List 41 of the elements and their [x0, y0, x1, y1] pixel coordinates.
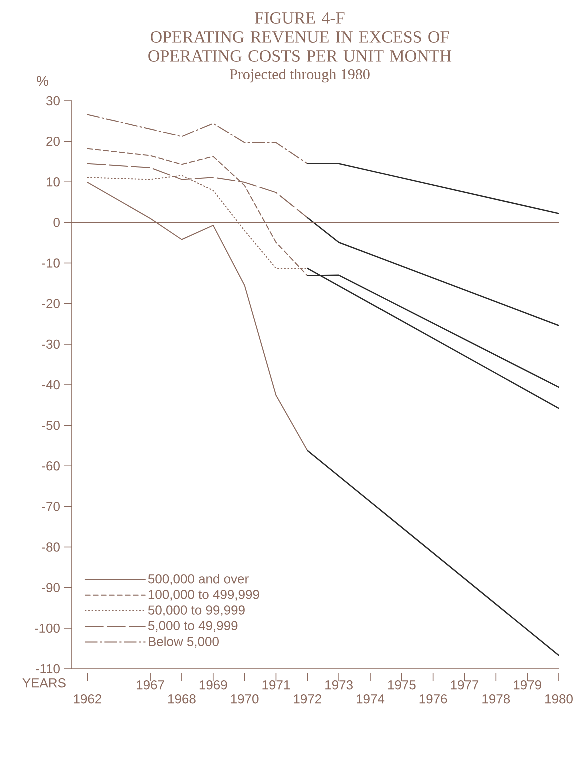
y-tick-label: -90 — [42, 583, 60, 592]
line-series — [87, 114, 308, 164]
x-tick-label: 1972 — [294, 694, 322, 704]
x-axis-title: YEARS — [22, 678, 66, 688]
y-tick-label: -40 — [42, 380, 60, 390]
y-tick-label: -30 — [42, 340, 60, 350]
legend-label: 50,000 to 99,999 — [148, 606, 245, 616]
y-tick-label: -70 — [42, 502, 60, 512]
chart-title: FIGURE 4-F — [255, 12, 345, 24]
y-tick-label: 10 — [46, 178, 60, 187]
x-tick-label: 1974 — [357, 694, 385, 704]
text: Projected through 1980 — [230, 69, 370, 83]
y-tick-label: -110 — [36, 664, 60, 674]
x-tick-label: 1977 — [451, 680, 479, 690]
y-axis-title: % — [37, 76, 49, 86]
y-tick-label: -60 — [42, 462, 60, 471]
legend-label: 100,000 to 499,999 — [148, 590, 260, 601]
x-tick-label: 1978 — [482, 694, 510, 704]
y-tick-label: 0 — [54, 218, 60, 228]
x-tick-label: 1979 — [514, 680, 542, 690]
chart-subtitle: OPERATING REVENUE IN EXCESS OF OPERATING COSTS PER UNIT MONTH — [148, 32, 452, 62]
x-tick-label: 1973 — [326, 680, 353, 690]
y-tick-label: -10 — [42, 258, 60, 268]
y-tick-label: -80 — [42, 542, 60, 552]
legend-label: Below 5,000 — [149, 636, 219, 648]
legend-label: 5,000 to 49,999 — [148, 621, 238, 632]
x-tick-label: 1967 — [137, 680, 164, 690]
x-tick-label: 1976 — [420, 694, 448, 704]
x-tick-label: 1968 — [168, 694, 196, 704]
y-tick-label: 30 — [46, 96, 60, 106]
y-tick-label: -100 — [35, 624, 60, 634]
x-tick-label: 1980 — [546, 694, 573, 704]
x-tick-label: 1975 — [388, 680, 416, 690]
legend-label: 500,000 and over — [148, 574, 249, 586]
y-tick-label: -20 — [42, 299, 60, 308]
x-tick-label: 1970 — [231, 694, 259, 704]
y-tick-label: 20 — [46, 136, 60, 146]
x-tick-label: 1969 — [200, 680, 228, 690]
y-tick-label: -50 — [42, 420, 60, 430]
x-tick-label: 1962 — [74, 694, 102, 704]
x-tick-label: 1971 — [262, 680, 290, 690]
